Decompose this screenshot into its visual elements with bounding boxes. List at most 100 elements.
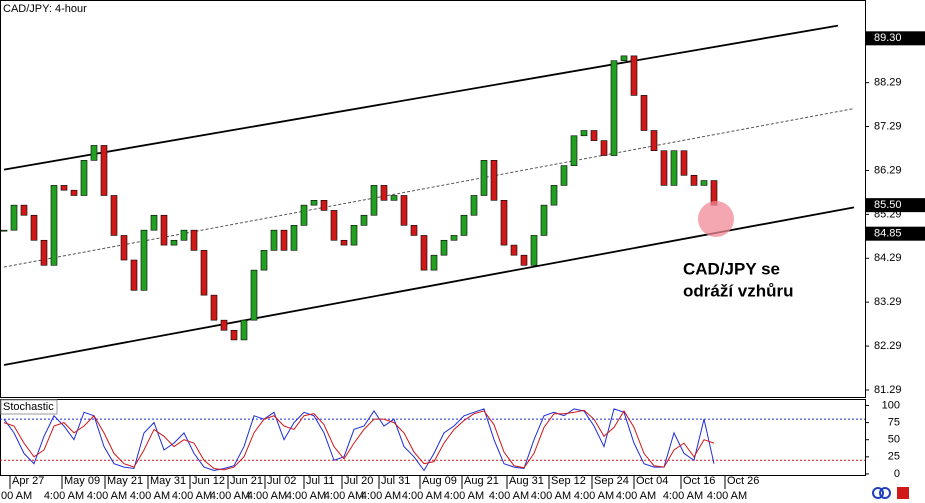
price-label-box [866, 31, 925, 46]
candle [420, 235, 428, 271]
candle [200, 250, 208, 296]
candle [520, 254, 528, 266]
candle [570, 135, 578, 166]
x-tick-label: Oct 16 [683, 475, 715, 487]
candle [440, 239, 448, 256]
candle [290, 225, 298, 251]
price-label-box [866, 226, 925, 241]
time-tick-label: 4:00 AM [210, 490, 250, 502]
x-tick-label: Sep 12 [551, 475, 586, 487]
candle [700, 180, 708, 186]
trendline [3, 108, 855, 268]
y-tick-label: 81.29 [874, 384, 902, 396]
time-tick-label: 4:00 AM [324, 490, 364, 502]
time-tick-label: 4:00 AM [87, 490, 127, 502]
candle [490, 160, 498, 201]
candle [50, 185, 58, 266]
candle [230, 329, 238, 341]
time-tick-label: 4:00 AM [44, 490, 84, 502]
price-pane [0, 0, 866, 398]
candle [580, 130, 588, 137]
x-tick-label: May 21 [107, 475, 143, 487]
candle [430, 254, 438, 271]
time-tick-label: 4:00 AM [402, 490, 442, 502]
close-icon[interactable] [897, 487, 909, 499]
time-tick-label: 4:00 AM [707, 490, 747, 502]
candle [600, 140, 608, 156]
candle [560, 165, 568, 186]
x-tick-label: May 09 [64, 475, 100, 487]
x-tick-label: Jun 12 [192, 475, 225, 487]
candle [510, 244, 518, 256]
annotation: CAD/JPY se [683, 259, 780, 278]
candle [590, 130, 598, 141]
candle [120, 235, 128, 261]
trendline [3, 24, 839, 171]
candle [410, 225, 418, 236]
candle [690, 174, 698, 186]
x-tick-label: Jun 21 [230, 475, 263, 487]
y-tick-label: 50 [888, 434, 900, 446]
candle [250, 269, 258, 321]
y-tick-label: 88.29 [874, 77, 902, 89]
candle [160, 214, 168, 246]
candle [170, 239, 178, 246]
candle [460, 214, 468, 236]
candle [400, 195, 408, 226]
y-tick-label: 84.29 [874, 252, 902, 264]
y-tick-label: 86.29 [874, 164, 902, 176]
time-tick-label: 4:00 AM [361, 490, 401, 502]
x-tick-label: Oct 26 [727, 475, 759, 487]
price-label: 84.85 [874, 228, 902, 240]
chart-title: CAD/JPY: 4-hour [3, 3, 87, 15]
time-tick-label: 4:00 AM [531, 490, 571, 502]
y-tick-label: 0 [894, 468, 900, 480]
candle [470, 195, 478, 216]
candle [0, 229, 8, 232]
candle [210, 294, 218, 321]
price-label: 89.30 [874, 32, 902, 44]
x-tick-label: Sep 24 [594, 475, 629, 487]
candle [20, 204, 28, 216]
candle [360, 214, 368, 226]
x-tick-label: Oct 04 [636, 475, 668, 487]
candle [640, 95, 648, 131]
y-tick-label: 83.29 [874, 296, 902, 308]
time-tick-label: 4:00 AM [444, 490, 484, 502]
candle [100, 145, 108, 196]
time-tick-label: 4:00 AM [663, 490, 703, 502]
link-icon[interactable] [879, 487, 891, 499]
y-tick-label: 75 [888, 417, 900, 429]
time-tick-label: 8:00 AM [0, 490, 32, 502]
x-tick-label: Aug 31 [509, 475, 544, 487]
time-tick-label: 4:00 AM [130, 490, 170, 502]
price-label-box [866, 198, 925, 213]
candle [500, 200, 508, 246]
candle [680, 150, 688, 176]
y-tick-label: 100 [882, 399, 900, 411]
annotation: odráží vzhůru [683, 281, 794, 300]
candle [70, 189, 78, 196]
time-tick-label: 4:00 AM [172, 490, 212, 502]
time-tick-label: 4:00 AM [247, 490, 287, 502]
x-tick-label: Aug 21 [464, 475, 499, 487]
candle [660, 150, 668, 186]
candle [110, 195, 118, 236]
candle [60, 185, 68, 191]
candle [380, 185, 388, 201]
y-tick-label: 87.29 [874, 120, 902, 132]
candle [480, 160, 488, 196]
candle [220, 319, 228, 331]
link-icon[interactable] [872, 487, 884, 499]
toolbar-icons[interactable] [872, 487, 909, 499]
time-tick-label: 4:00 AM [286, 490, 326, 502]
candle [280, 229, 288, 251]
candle [40, 239, 48, 266]
pane-title-box [0, 399, 58, 415]
candle [80, 160, 88, 196]
candle [130, 259, 138, 291]
candle [10, 204, 18, 231]
time-tick-label: 4:00 AM [489, 490, 529, 502]
candle [320, 200, 328, 211]
